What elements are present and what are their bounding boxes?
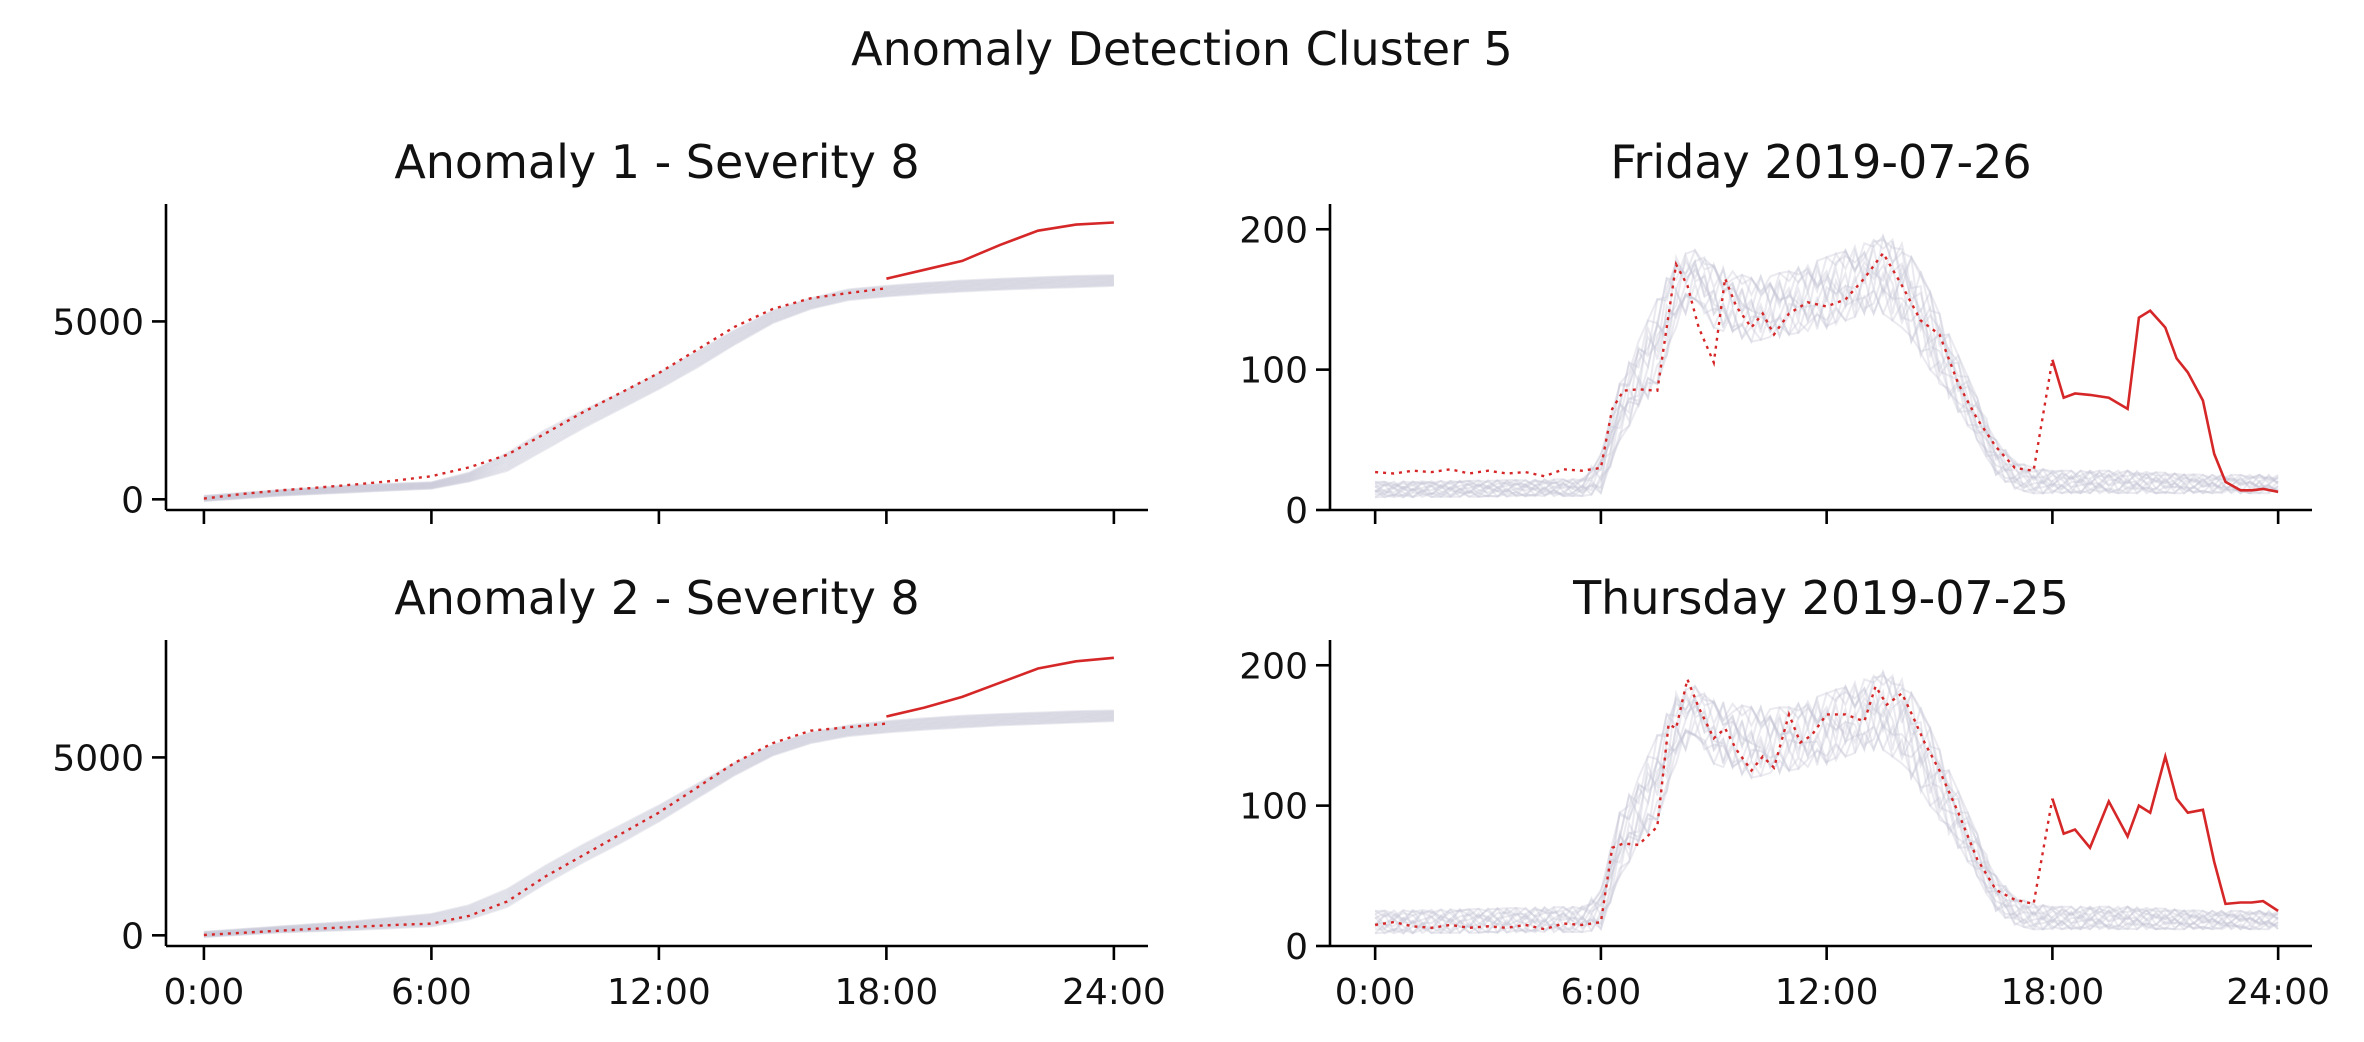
- panel-anomaly-2: Anomaly 2 - Severity 8 0:00 6:00 12:00 18:00…: [52, 571, 1165, 1013]
- background-series-line: [203, 279, 1114, 500]
- background-series-line: [1374, 668, 2279, 928]
- background-series-line: [203, 716, 1114, 937]
- y-tick-label: 100: [1239, 787, 1308, 828]
- anomaly-solid-line: [2051, 309, 2279, 494]
- background-series-line: [1375, 670, 2279, 923]
- x-tick-label: 6:00: [1560, 972, 1641, 1013]
- background-series-line: [203, 276, 1114, 498]
- x-tick-label: 0:00: [1335, 972, 1416, 1013]
- background-series-line: [203, 277, 1114, 499]
- x-tick-label: 12:00: [607, 972, 711, 1013]
- background-series-line: [1375, 260, 2279, 499]
- background-series-line: [203, 714, 1114, 936]
- background-series-line: [203, 713, 1114, 935]
- y-tick-label: 0: [1285, 491, 1308, 532]
- background-series-line: [203, 284, 1114, 502]
- anomaly-solid-line: [886, 656, 1115, 718]
- x-tick-label: 18:00: [2001, 972, 2105, 1013]
- y-tick-label: 200: [1239, 210, 1308, 251]
- history-dotted-line: [1374, 675, 2054, 931]
- background-series-line: [203, 711, 1114, 934]
- y-tick-label: 5000: [52, 738, 144, 779]
- background-series-line: [1374, 243, 2279, 496]
- background-series-line: [1374, 258, 2279, 498]
- background-series-line: [1374, 674, 2279, 925]
- background-series-line: [203, 711, 1114, 934]
- panels: Anomaly 1 - Severity 8 0 5000 Friday 2019-0…: [52, 135, 2330, 1013]
- x-tick-label: 24:00: [2226, 972, 2330, 1013]
- background-series-line: [203, 717, 1114, 937]
- background-series-line: [1374, 679, 2279, 931]
- background-series-line: [1374, 241, 2279, 495]
- anomaly-solid-line: [886, 221, 1114, 280]
- panel-title: Anomaly 1 - Severity 8: [394, 135, 919, 189]
- panel-thursday: Thursday 2019-07-25 0:00 6:00 12:00 18:00 24:…: [1239, 571, 2330, 1013]
- background-series-line: [203, 283, 1114, 502]
- y-tick-label: 200: [1239, 646, 1308, 687]
- panel-anomaly-1: Anomaly 1 - Severity 8 0 5000: [52, 135, 1148, 524]
- background-series-line: [203, 275, 1114, 498]
- background-series-line: [203, 709, 1114, 933]
- y-tick-label: 0: [121, 916, 144, 957]
- background-series-line: [1374, 269, 2279, 499]
- panel-title: Anomaly 2 - Severity 8: [394, 571, 919, 625]
- background-series-line: [203, 718, 1114, 938]
- panel-title: Friday 2019-07-26: [1610, 135, 2031, 189]
- history-dotted-line: [203, 287, 887, 500]
- background-series-line: [1374, 237, 2279, 490]
- background-series-line: [1375, 234, 2279, 490]
- background-series-line: [1374, 238, 2279, 492]
- panel-title: Thursday 2019-07-25: [1572, 571, 2069, 625]
- background-series-line: [203, 280, 1114, 501]
- background-series-line: [1374, 673, 2279, 923]
- background-series-line: [1374, 722, 2279, 935]
- background-series-line: [1374, 694, 2279, 934]
- background-series-line: [203, 712, 1114, 935]
- background-series-line: [203, 282, 1114, 501]
- background-series-line: [1374, 696, 2279, 935]
- y-tick-label: 0: [1285, 927, 1308, 968]
- background-series-line: [203, 716, 1114, 937]
- x-tick-label: 0:00: [163, 972, 244, 1013]
- anomaly-solid-line: [2051, 751, 2279, 912]
- y-tick-label: 0: [121, 480, 144, 521]
- background-series-line: [203, 281, 1114, 501]
- history-dotted-line: [1375, 250, 2054, 478]
- background-series-line: [1374, 272, 2279, 499]
- background-series-line: [203, 715, 1114, 936]
- background-series-line: [1375, 282, 2279, 499]
- history-dotted-line: [203, 722, 887, 937]
- background-series-line: [1374, 705, 2279, 935]
- background-series-line: [203, 284, 1114, 503]
- background-series-line: [1374, 232, 2279, 494]
- background-series-line: [1374, 677, 2279, 929]
- background-series-line: [1374, 708, 2279, 935]
- x-tick-label: 12:00: [1775, 972, 1879, 1013]
- figure-suptitle: Anomaly Detection Cluster 5: [851, 22, 1513, 76]
- x-tick-label: 24:00: [1062, 972, 1166, 1013]
- background-series-line: [203, 720, 1114, 939]
- background-series-line: [1374, 251, 2279, 496]
- background-series-line: [203, 279, 1114, 500]
- background-series-line: [1375, 280, 2279, 499]
- background-series-line: [1374, 286, 2279, 499]
- y-tick-label: 100: [1239, 351, 1308, 392]
- x-tick-label: 18:00: [835, 972, 939, 1013]
- background-series-line: [1374, 687, 2279, 931]
- background-series-line: [203, 719, 1114, 938]
- panel-friday: Friday 2019-07-26 0 100 200: [1239, 135, 2312, 532]
- x-tick-label: 6:00: [391, 972, 472, 1013]
- background-series-line: [203, 278, 1114, 499]
- y-tick-label: 5000: [52, 302, 144, 343]
- background-series-line: [1375, 718, 2279, 935]
- background-series-line: [1375, 716, 2279, 935]
- background-series-line: [203, 710, 1114, 934]
